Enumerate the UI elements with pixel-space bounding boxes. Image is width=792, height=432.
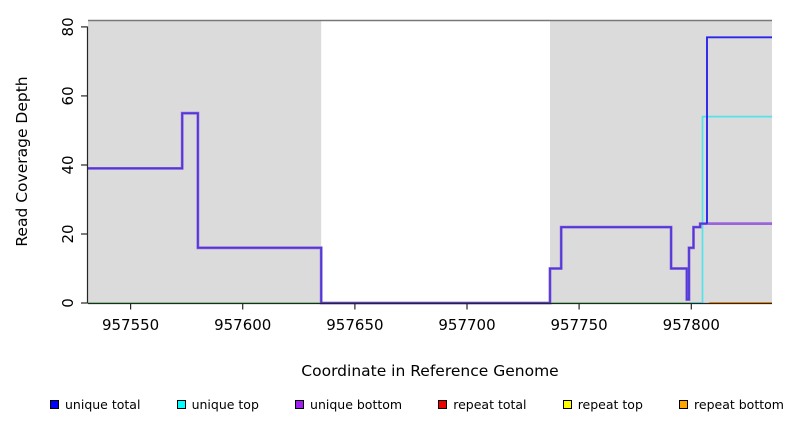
y-axis-ticks: 0 20 40 60 80: [59, 17, 88, 308]
shaded-region-0: [88, 20, 322, 303]
legend-item-repeat-bottom: repeat bottom: [679, 397, 784, 412]
legend-item-repeat-top: repeat top: [562, 397, 643, 412]
series-line-unique-total-main: [88, 112, 707, 304]
x-tick-label: 957800: [663, 316, 720, 334]
legend-item-unique-total: unique total: [50, 397, 140, 412]
x-tick-label: 957700: [438, 316, 495, 334]
x-tick-label: 957750: [550, 316, 607, 334]
legend-label: repeat total: [453, 397, 527, 412]
legend-label: unique top: [191, 397, 259, 412]
legend-item-repeat-total: repeat total: [438, 397, 527, 412]
x-tick-label: 957550: [102, 316, 159, 334]
legend-item-unique-bottom: unique bottom: [295, 397, 402, 412]
legend-item-unique-top: unique top: [176, 397, 259, 412]
legend-swatch-icon: [679, 400, 689, 409]
legend-label: repeat top: [577, 397, 643, 412]
y-axis-title: Read Coverage Depth: [13, 76, 31, 246]
legend-label: repeat bottom: [694, 397, 784, 412]
y-tick-label: 0: [59, 298, 77, 308]
legend-label: unique bottom: [310, 397, 403, 412]
series-line-unique-total-high: [706, 36, 772, 224]
plot-canvas: 957550 957600 957650 957700 957750 957800 0 20…: [13, 17, 772, 380]
y-tick-label: 60: [59, 86, 77, 105]
x-axis-ticks: 957550 957600 957650 957700 957750 957800: [102, 303, 720, 334]
legend-swatch-icon: [50, 400, 59, 409]
shaded-regions: [88, 20, 772, 303]
legend-swatch-icon: [295, 400, 305, 409]
shaded-region-1: [550, 20, 772, 303]
x-tick-label: 957650: [326, 316, 383, 334]
y-tick-label: 40: [59, 155, 77, 174]
x-axis-title: Coordinate in Reference Genome: [301, 362, 558, 380]
legend-swatch-icon: [176, 400, 186, 409]
legend-swatch-icon: [438, 400, 448, 409]
legend: unique total unique top unique bottom repea…: [0, 397, 792, 412]
legend-swatch-icon: [562, 400, 572, 409]
y-tick-label: 80: [59, 17, 77, 36]
x-tick-label: 957600: [214, 316, 271, 334]
legend-label: unique total: [65, 397, 141, 412]
y-tick-label: 20: [59, 224, 77, 243]
